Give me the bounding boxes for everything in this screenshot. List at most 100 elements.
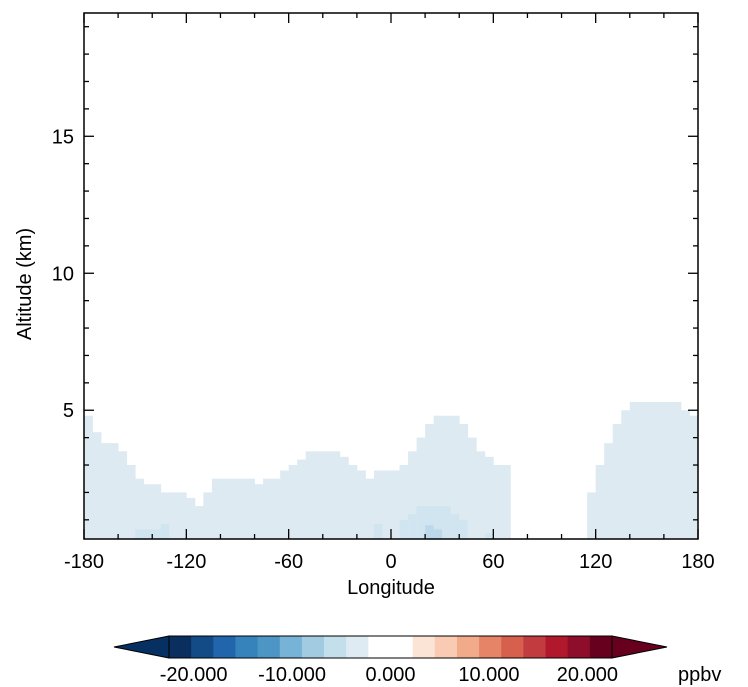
colorbar-tick-label: -10.000 xyxy=(258,664,326,686)
heatmap-cell xyxy=(126,465,136,539)
colorbar-swatch xyxy=(257,636,281,658)
heatmap-cell xyxy=(194,506,204,539)
heatmap-cell xyxy=(391,470,400,539)
heatmap-cell xyxy=(638,402,648,539)
colorbar-swatch xyxy=(434,636,458,658)
heatmap-cell xyxy=(382,470,392,539)
heatmap-cell xyxy=(365,478,375,539)
colorbar-swatch xyxy=(589,636,613,658)
heatmap-cell xyxy=(442,415,452,539)
colorbar-unit-label: ppbv xyxy=(678,664,721,686)
heatmap-cell xyxy=(646,402,656,539)
heatmap-cell xyxy=(152,484,162,539)
colorbar-swatch xyxy=(169,636,192,658)
heatmap-cell xyxy=(118,451,128,539)
heatmap-cell xyxy=(416,437,426,539)
heatmap-cell xyxy=(135,529,161,539)
x-tick-label: -60 xyxy=(274,551,303,573)
heatmap-cell xyxy=(408,451,417,539)
colorbar-over-arrow xyxy=(611,635,668,659)
heatmap-cell xyxy=(595,465,605,539)
colorbar: -20.000 -10.000 0.000 10.000 20.000 xyxy=(113,635,668,686)
colorbar-tick-label: 10.000 xyxy=(458,664,519,686)
heatmap-cell xyxy=(425,525,434,539)
heatmap-cell xyxy=(399,519,409,539)
colorbar-swatch xyxy=(501,636,524,658)
heatmap-cell xyxy=(305,451,315,539)
colorbar-swatch xyxy=(368,636,391,658)
heatmap-cell xyxy=(450,514,460,539)
x-tick-label: -180 xyxy=(64,551,104,573)
colorbar-frame xyxy=(168,635,613,659)
heatmap-cell xyxy=(356,470,366,539)
heatmap-cell xyxy=(373,523,383,539)
colorbar-swatch xyxy=(324,636,347,658)
heatmap-cell xyxy=(604,443,614,539)
colorbar-swatch xyxy=(456,636,480,658)
heatmap-cell xyxy=(416,506,426,539)
heatmap-cell xyxy=(186,497,196,539)
heatmap-cell xyxy=(484,533,494,539)
colorbar-swatch xyxy=(301,636,325,658)
heatmap-cell xyxy=(109,443,119,539)
heatmap-cell xyxy=(476,451,486,539)
colorbar-tick-label: 20.000 xyxy=(557,664,618,686)
heatmap-cell xyxy=(254,484,264,539)
heatmap-cell xyxy=(672,402,682,539)
plot-area: -180 -120 -60 0 60 120 180 5 10 15 xyxy=(52,12,715,573)
colorbar-swatch xyxy=(390,636,414,658)
heatmap-cell xyxy=(92,432,102,539)
heatmap-cell xyxy=(425,423,435,539)
heatmap-cell xyxy=(373,470,383,539)
heatmap-cell xyxy=(399,465,409,539)
heatmap-cell xyxy=(612,423,622,539)
x-tick-label: -120 xyxy=(166,551,206,573)
heatmap-cell xyxy=(655,402,665,539)
heatmap-cells xyxy=(84,402,699,539)
heatmap-cell xyxy=(459,519,468,539)
heatmap-cell xyxy=(501,465,511,539)
y-tick-label: 15 xyxy=(52,126,74,148)
heatmap-cell xyxy=(484,456,494,539)
heatmap-cell xyxy=(314,451,324,539)
x-tick-label: 0 xyxy=(385,551,396,573)
heatmap-cell xyxy=(663,402,673,539)
x-axis-title: Longitude xyxy=(347,577,435,599)
heatmap-cell xyxy=(433,415,443,539)
heatmap-cell xyxy=(331,451,341,539)
heatmap-cell xyxy=(246,478,255,539)
colorbar-swatch xyxy=(523,636,546,658)
heatmap-cell xyxy=(459,423,469,539)
heatmap-cell xyxy=(288,465,298,539)
x-tick-label: 120 xyxy=(579,551,612,573)
heatmap-cell xyxy=(211,478,221,539)
heatmap-cell xyxy=(348,465,358,539)
x-tick-label: 180 xyxy=(681,551,714,573)
heatmap-cell xyxy=(280,470,290,539)
heatmap-cell xyxy=(160,492,170,539)
heatmap-cell xyxy=(101,443,110,539)
heatmap-cell xyxy=(297,459,307,539)
heatmap-cell xyxy=(237,478,247,539)
colorbar-swatch xyxy=(545,636,569,658)
heatmap-cell xyxy=(263,478,273,539)
heatmap-cell xyxy=(689,415,699,539)
heatmap-cell xyxy=(629,402,639,539)
heatmap-cell xyxy=(169,492,179,539)
x-tick-label: 60 xyxy=(482,551,504,573)
heatmap-cell xyxy=(84,415,93,539)
colorbar-swatch xyxy=(235,636,258,658)
heatmap-cell xyxy=(339,456,349,539)
colorbar-swatch xyxy=(191,636,214,658)
heatmap-cell xyxy=(587,492,597,539)
heatmap-cell xyxy=(177,492,187,539)
heatmap-cell xyxy=(135,478,145,539)
colorbar-under-arrow xyxy=(113,635,170,659)
y-axis-ticks: 5 10 15 xyxy=(52,26,698,521)
colorbar-swatch xyxy=(279,636,303,658)
colorbar-swatch xyxy=(346,636,369,658)
heatmap-cell xyxy=(408,514,417,539)
colorbar-swatch xyxy=(567,636,591,658)
colorbar-swatch xyxy=(213,636,236,658)
